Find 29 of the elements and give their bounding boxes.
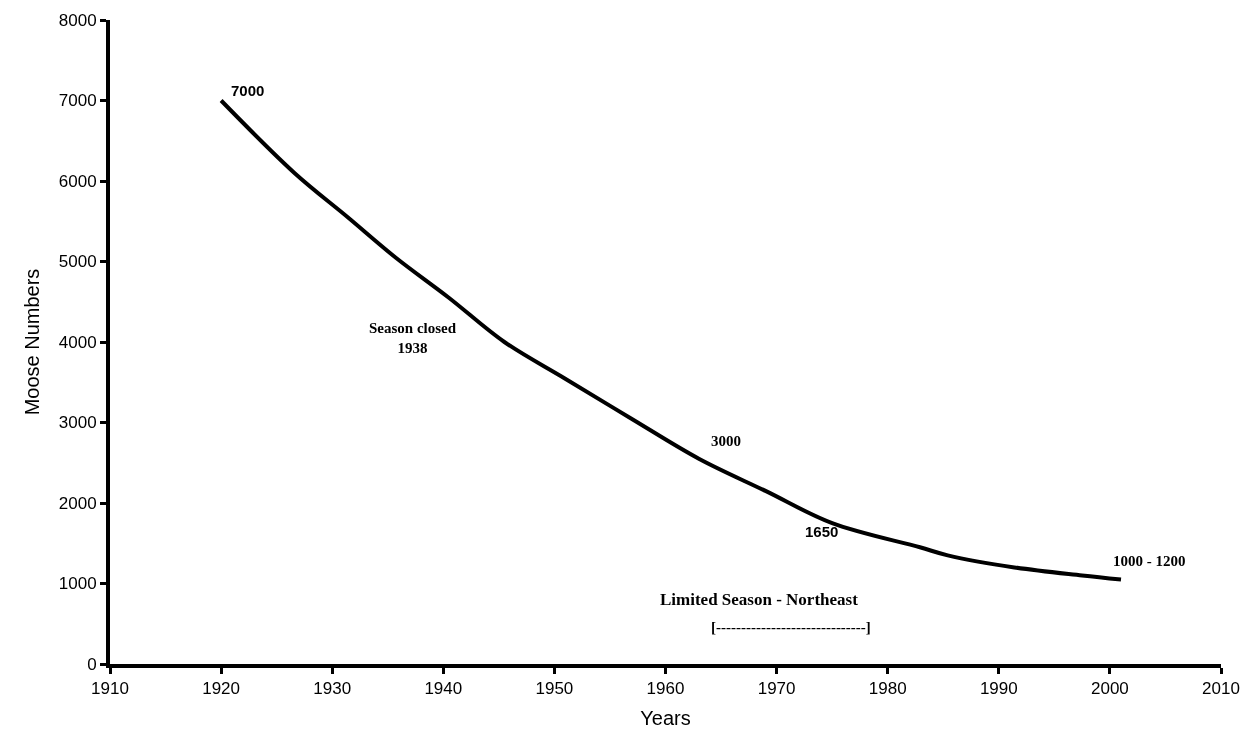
- annotation: [------------------------------]: [711, 619, 871, 635]
- x-tick-label: 1960: [646, 679, 685, 699]
- x-tick-label: 1930: [313, 679, 352, 699]
- y-tick-label: 6000: [58, 171, 97, 191]
- x-tick-label: 1990: [979, 679, 1018, 699]
- x-tick-label: 2000: [1090, 679, 1129, 699]
- x-axis-title: Years: [640, 707, 691, 730]
- annotation: 1650: [805, 523, 839, 540]
- annotation: Limited Season - Northeast: [660, 590, 859, 609]
- y-tick-label: 1000: [58, 574, 97, 594]
- x-tick-label: 1970: [757, 679, 796, 699]
- x-tick-label: 1940: [424, 679, 463, 699]
- x-tick-label: 1950: [535, 679, 574, 699]
- y-tick-label: 3000: [58, 413, 97, 433]
- y-tick-label: 5000: [58, 252, 97, 272]
- annotation: Season closed 1938: [369, 320, 457, 356]
- x-tick-label: 1980: [868, 679, 907, 699]
- annotation: 1000 - 1200: [1113, 553, 1186, 569]
- y-tick-label: 0: [87, 654, 97, 674]
- y-axis-title: Moose Numbers: [20, 268, 43, 416]
- annotation: 3000: [711, 433, 741, 449]
- y-tick-label: 7000: [58, 91, 97, 111]
- x-tick-label: 1910: [91, 679, 129, 699]
- y-tick-label: 8000: [58, 10, 97, 30]
- x-tick-label: 1920: [202, 679, 241, 699]
- y-tick-label: 2000: [58, 493, 97, 513]
- y-tick-label: 4000: [58, 332, 97, 352]
- x-tick-label: 2010: [1202, 679, 1240, 699]
- annotation: 7000: [231, 82, 265, 99]
